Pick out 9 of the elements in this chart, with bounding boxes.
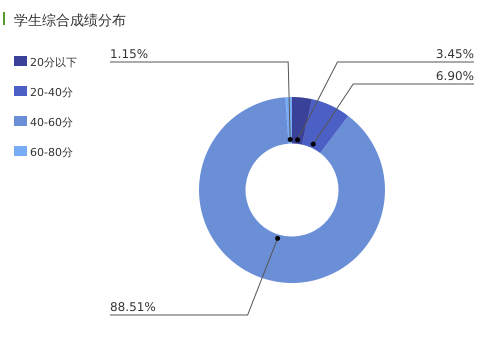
chart-title: 学生综合成绩分布: [14, 13, 126, 29]
data-label: 88.51%: [110, 300, 156, 314]
data-label: 6.90%: [436, 69, 474, 83]
data-label: 1.15%: [110, 47, 148, 61]
legend-label: 20-40分: [30, 86, 73, 99]
data-label: 3.45%: [436, 47, 474, 61]
legend-label: 60-80分: [30, 146, 73, 159]
legend-label: 40-60分: [30, 116, 73, 129]
legend-label: 20分以下: [30, 56, 77, 69]
